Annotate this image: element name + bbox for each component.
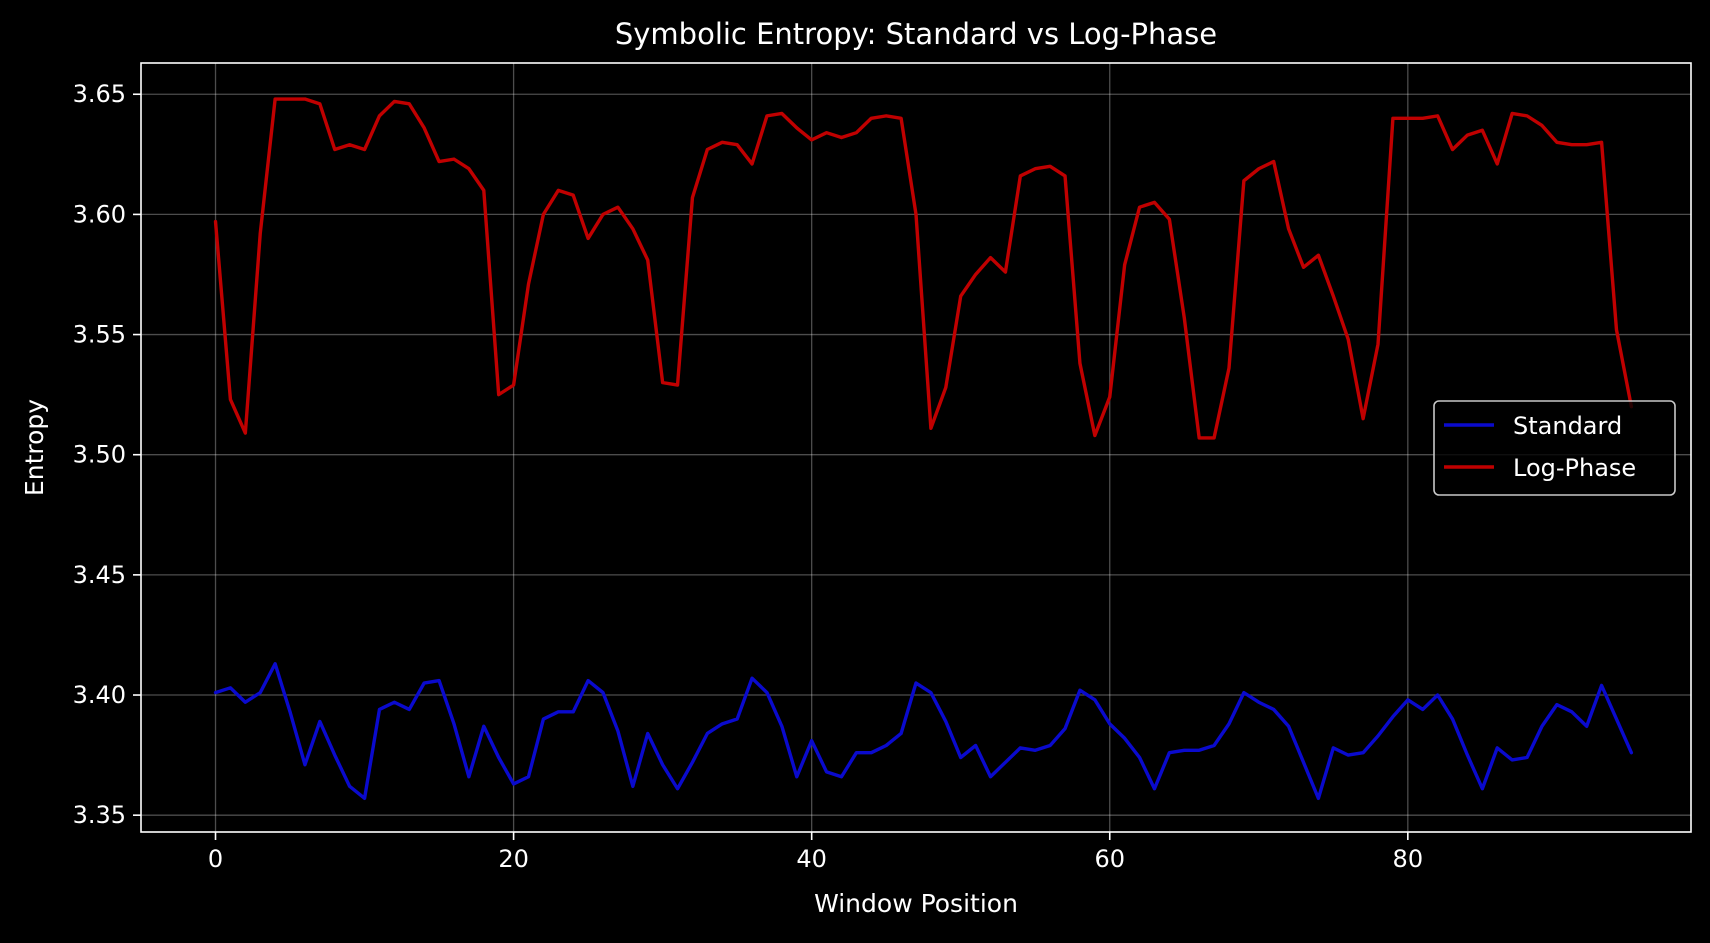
plot-frame [140,62,1692,833]
series-lines [213,97,1634,801]
x-tick-label: 20 [498,845,529,873]
chart-title: Symbolic Entropy: Standard vs Log-Phase [615,17,1217,51]
legend-box [1433,400,1676,496]
y-tick-label: 3.35 [73,801,126,829]
y-tick-label: 3.65 [73,80,126,108]
y-tick-label: 3.60 [73,200,126,228]
x-axis-label: Window Position [814,889,1018,918]
x-tick-label: 60 [1094,845,1125,873]
legend-label: Log-Phase [1513,454,1636,482]
axis-ticks: 0 20 40 60 80 3.35 3.40 3.45 3.50 3.55 3.60 3.65 [73,80,1424,873]
series-line-log-phase [213,97,1634,440]
y-tick-label: 3.50 [73,441,126,469]
x-tick-label: 40 [796,845,827,873]
legend-label: Standard [1513,412,1622,440]
y-tick-label: 3.55 [73,321,126,349]
y-tick-label: 3.40 [73,681,126,709]
series-line-standard [213,662,1634,801]
y-axis-label: Entropy [20,399,49,496]
x-tick-label: 80 [1393,845,1424,873]
x-tick-label: 0 [208,845,223,873]
y-tick-label: 3.45 [73,561,126,589]
legend: Standard Log-Phase [1433,400,1676,496]
